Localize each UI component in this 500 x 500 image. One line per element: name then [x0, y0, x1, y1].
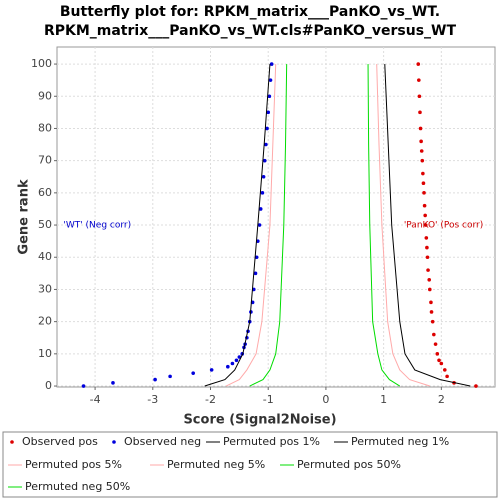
series-line — [249, 64, 288, 387]
point — [429, 310, 434, 314]
x-tick-label: -4 — [90, 393, 101, 406]
y-tick-label: 30 — [38, 282, 52, 295]
x-axis-label: Score (Signal2Noise) — [183, 413, 336, 428]
point — [260, 191, 265, 195]
point — [426, 268, 430, 272]
point — [420, 158, 425, 163]
point — [437, 358, 441, 363]
x-tick-label: 0 — [322, 393, 329, 406]
point — [268, 78, 273, 82]
legend-label: Permuted neg 5% — [167, 458, 265, 471]
series-line — [376, 64, 430, 387]
legend-label: Permuted neg 1% — [351, 435, 449, 448]
point — [230, 361, 235, 366]
legend-label: Permuted neg 50% — [25, 480, 130, 493]
legend-swatch — [10, 440, 14, 444]
x-tick-label: -3 — [147, 393, 158, 406]
point — [168, 374, 172, 379]
point — [261, 174, 266, 179]
point — [421, 181, 426, 185]
series-line — [225, 64, 277, 387]
point — [264, 142, 268, 147]
point — [419, 149, 424, 153]
y-tick-label: 10 — [38, 347, 52, 360]
point — [418, 126, 423, 131]
point — [422, 203, 427, 208]
series-line — [204, 64, 271, 387]
point — [432, 332, 436, 337]
point — [266, 110, 271, 115]
point — [442, 368, 447, 372]
point — [423, 223, 428, 227]
point — [226, 364, 230, 369]
y-tick-label: 100 — [31, 57, 52, 70]
point — [424, 236, 429, 240]
point — [423, 213, 427, 218]
point — [209, 368, 214, 372]
point — [422, 191, 426, 195]
y-tick-label: 50 — [38, 218, 52, 231]
x-tick-label: -2 — [205, 393, 216, 406]
y-tick-label: 20 — [38, 315, 52, 328]
point — [262, 158, 267, 163]
y-tick-label: 80 — [38, 121, 52, 134]
point — [417, 94, 422, 99]
point — [269, 62, 274, 66]
y-tick-label: 40 — [38, 250, 52, 263]
y-tick-label: 90 — [38, 89, 52, 102]
legend-box — [2, 431, 498, 498]
legend-label: Permuted pos 50% — [297, 458, 401, 471]
y-tick-label: 60 — [38, 186, 52, 199]
point — [430, 319, 435, 324]
point — [153, 377, 157, 382]
point — [417, 78, 421, 82]
point — [445, 374, 449, 379]
x-tick-label: 2 — [438, 393, 445, 406]
x-tick-label: -1 — [263, 393, 274, 406]
y-tick-label: 0 — [45, 379, 52, 392]
y-axis-label: Gene rank — [17, 179, 32, 255]
point — [253, 271, 258, 276]
point — [439, 361, 444, 366]
annotation: 'PanKO' (Pos corr) — [404, 221, 483, 231]
plot-area — [56, 46, 496, 388]
legend-label: Permuted pos 1% — [223, 435, 320, 448]
annotation: 'WT' (Neg corr) — [63, 221, 131, 231]
point — [429, 300, 433, 305]
point — [254, 255, 259, 260]
point — [191, 371, 195, 375]
point — [234, 358, 239, 363]
point — [474, 384, 478, 388]
point — [111, 381, 115, 385]
legend-swatch — [112, 440, 116, 444]
point — [418, 110, 422, 115]
point — [425, 245, 429, 250]
point — [427, 277, 432, 282]
point — [433, 342, 438, 346]
point — [258, 207, 263, 211]
chart-title: RPKM_matrix___PanKO_vs_WT.cls#PanKO_vers… — [44, 23, 457, 39]
series-line — [367, 64, 401, 387]
point — [257, 223, 262, 227]
legend-label: Observed neg — [124, 435, 201, 448]
y-tick-label: 70 — [38, 154, 52, 167]
legend-label: Permuted pos 5% — [25, 458, 122, 471]
point — [419, 139, 423, 144]
legend-label: Observed pos — [22, 435, 98, 448]
point — [435, 352, 440, 356]
point — [427, 287, 432, 292]
series-line — [384, 64, 471, 387]
point — [416, 62, 421, 66]
x-tick-label: 1 — [380, 393, 387, 406]
point — [265, 126, 269, 131]
point — [81, 384, 86, 388]
chart-title: Butterfly plot for: RPKM_matrix___PanKO_… — [60, 4, 440, 20]
point — [425, 255, 430, 260]
point — [421, 171, 425, 176]
point — [267, 94, 272, 99]
